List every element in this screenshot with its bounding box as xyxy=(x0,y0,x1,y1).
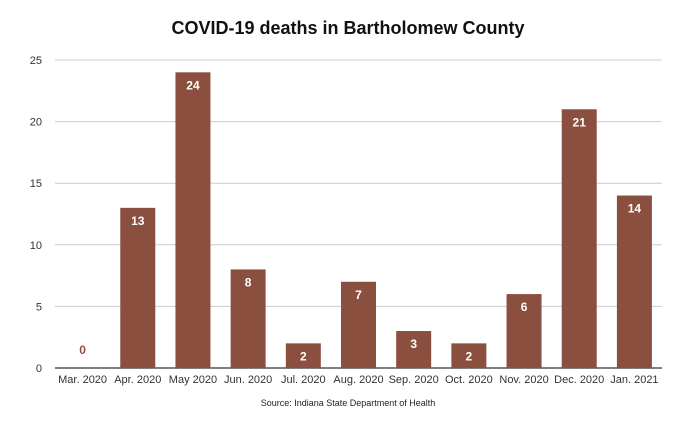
y-tick-label: 10 xyxy=(30,240,42,252)
bar xyxy=(506,294,542,368)
x-tick-label: Jan. 2021 xyxy=(610,374,658,386)
value-label: 21 xyxy=(573,115,587,129)
value-label: 24 xyxy=(186,78,200,92)
value-label: 3 xyxy=(410,337,417,351)
value-label: 14 xyxy=(628,202,642,216)
y-tick-label: 5 xyxy=(36,301,42,313)
y-tick-label: 15 xyxy=(30,178,42,190)
bar xyxy=(230,269,266,368)
x-tick-label: Nov. 2020 xyxy=(499,374,548,386)
x-tick-label: Jul. 2020 xyxy=(281,374,326,386)
x-tick-label: Oct. 2020 xyxy=(445,374,493,386)
x-tick-label: Sep. 2020 xyxy=(389,374,439,386)
x-axis-ticks: Mar. 2020 Apr. 2020 May 2020 Jun. 2020 Jul. … xyxy=(58,374,658,386)
x-tick-label: Mar. 2020 xyxy=(58,374,107,386)
x-tick-label: Dec. 2020 xyxy=(554,374,604,386)
y-axis-ticks: 0 5 10 15 20 25 xyxy=(30,55,42,375)
source-note: Source: Indiana State Department of Heal… xyxy=(260,398,436,408)
x-tick-label: May 2020 xyxy=(169,374,217,386)
y-tick-label: 0 xyxy=(36,363,42,375)
bars xyxy=(120,72,652,368)
bar xyxy=(561,109,597,368)
bar xyxy=(175,72,211,368)
value-labels: 0 13 24 8 2 7 3 2 6 21 14 xyxy=(79,78,641,363)
bar xyxy=(396,331,432,368)
x-tick-label: Aug. 2020 xyxy=(333,374,383,386)
bar xyxy=(451,343,487,368)
y-tick-label: 25 xyxy=(30,55,42,67)
bar xyxy=(120,207,156,368)
value-label: 13 xyxy=(131,214,145,228)
bar xyxy=(341,281,376,368)
value-label: 6 xyxy=(521,300,528,314)
value-label: 7 xyxy=(355,288,362,302)
y-tick-label: 20 xyxy=(30,117,42,129)
value-label: 8 xyxy=(245,275,252,289)
value-label: 2 xyxy=(300,349,307,363)
bar xyxy=(285,343,321,368)
value-label: 0 xyxy=(79,343,86,357)
chart-title: COVID-19 deaths in Bartholomew County xyxy=(171,18,525,38)
value-label: 2 xyxy=(466,349,473,363)
x-tick-label: Jun. 2020 xyxy=(224,374,272,386)
bar xyxy=(616,195,652,368)
x-tick-label: Apr. 2020 xyxy=(114,374,161,386)
